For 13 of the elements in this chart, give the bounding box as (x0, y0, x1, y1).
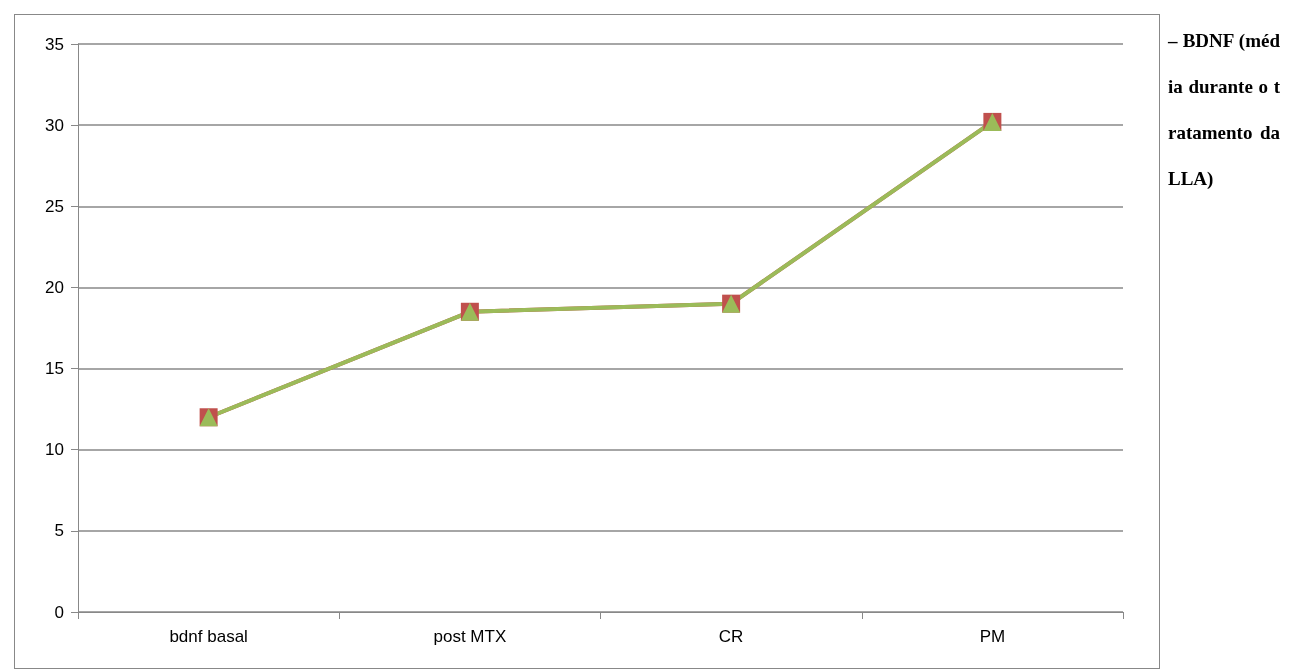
y-tick-label: 30 (45, 115, 64, 135)
y-tick-label: 10 (45, 440, 64, 460)
y-tick-label: 25 (45, 196, 64, 216)
y-tick-label: 0 (54, 602, 64, 622)
y-tick-label: 35 (45, 34, 64, 54)
y-tick-label: 15 (45, 359, 64, 379)
y-tick-label: 20 (45, 277, 64, 297)
x-tick-label: PM (979, 627, 1006, 646)
x-tick-label: bdnf basal (169, 627, 248, 646)
y-tick-label: 5 (54, 521, 64, 541)
x-tick-label: CR (718, 627, 744, 646)
text: – BDNF (média durante o tratamento da LLA) (1168, 30, 1280, 189)
x-tick-label: post MTX (433, 627, 507, 646)
